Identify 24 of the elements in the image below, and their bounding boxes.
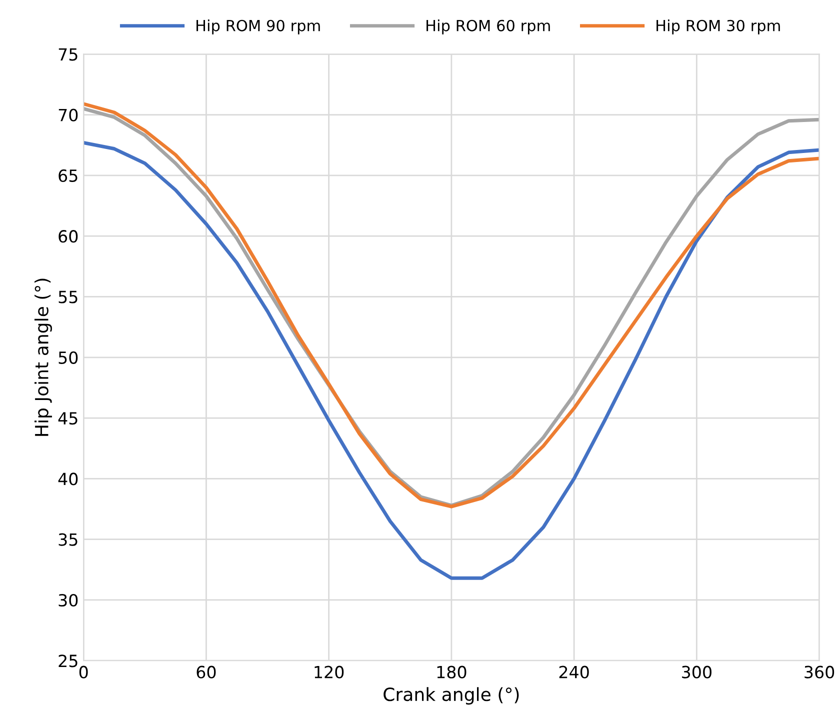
x-tick-label: 360 xyxy=(804,666,834,678)
y-tick-label: 60 xyxy=(58,230,78,243)
y-tick-label: 75 xyxy=(58,48,78,61)
x-tick-label: 120 xyxy=(314,666,344,678)
y-tick-label: 45 xyxy=(58,412,78,425)
x-tick-label: 240 xyxy=(559,666,589,678)
legend-label: Hip ROM 90 rpm xyxy=(196,20,320,34)
legend-label: Hip ROM 30 rpm xyxy=(656,20,780,34)
legend-label: Hip ROM 60 rpm xyxy=(426,20,550,34)
y-tick-label: 50 xyxy=(58,351,78,364)
line-series xyxy=(84,140,820,580)
x-tick-label: 300 xyxy=(682,666,712,678)
y-tick-label: 70 xyxy=(58,108,78,122)
x-tick-label: 180 xyxy=(437,666,466,678)
x-tick-label: 60 xyxy=(196,666,216,678)
y-tick-label: 65 xyxy=(58,169,78,182)
y-tick-label: 30 xyxy=(58,594,78,607)
y-tick-label: 40 xyxy=(58,472,78,486)
y-axis-title: Hip Joint angle (°) xyxy=(34,278,52,436)
y-tick-label: 55 xyxy=(58,290,78,304)
x-axis-title: Crank angle (°) xyxy=(384,687,519,705)
y-tick-label: 35 xyxy=(58,533,78,546)
y-tick-label: 25 xyxy=(58,654,78,668)
x-tick-label: 0 xyxy=(79,666,88,678)
